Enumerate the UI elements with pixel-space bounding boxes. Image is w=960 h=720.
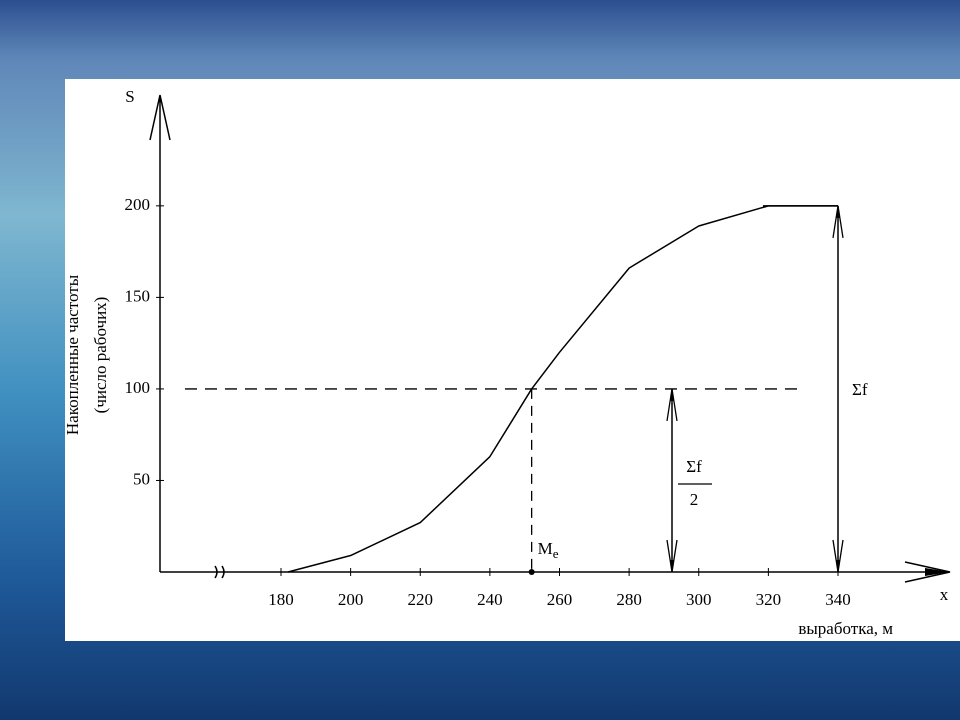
- y-tick-label: 100: [125, 378, 151, 397]
- axis-break: [214, 565, 225, 579]
- median-point: [528, 569, 535, 575]
- y-axis: [149, 94, 171, 572]
- chart-panel: [65, 79, 960, 641]
- x-tick-label: 180: [268, 590, 294, 609]
- median-subscript: e: [553, 546, 559, 561]
- x-tick-label: 280: [616, 590, 642, 609]
- x-label: выработка, м: [798, 619, 893, 638]
- total-label: Σf: [852, 380, 868, 399]
- x-tick-label: 260: [547, 590, 573, 609]
- y-label-line: (число рабочих): [91, 297, 110, 414]
- x-tick-label: 200: [338, 590, 364, 609]
- half-numerator: Σf: [686, 457, 702, 476]
- half-denominator: 2: [690, 490, 699, 509]
- x-tick-label: 320: [756, 590, 782, 609]
- curve: [287, 205, 838, 573]
- y-axis-symbol: S: [125, 87, 134, 106]
- x-axis-symbol: x: [940, 585, 949, 604]
- y-tick-label: 200: [125, 195, 151, 214]
- x-tick-label: 240: [477, 590, 503, 609]
- y-tick-label: 50: [133, 469, 150, 488]
- x-tick-label: 220: [408, 590, 434, 609]
- y-label: Накопленные частоты (число рабочих): [63, 274, 110, 435]
- x-axis-arrowhead: [925, 568, 950, 576]
- x-tick-label: 340: [825, 590, 851, 609]
- y-label-line: Накопленные частоты: [63, 274, 82, 435]
- y-tick-label: 150: [125, 286, 151, 305]
- x-tick-label: 300: [686, 590, 712, 609]
